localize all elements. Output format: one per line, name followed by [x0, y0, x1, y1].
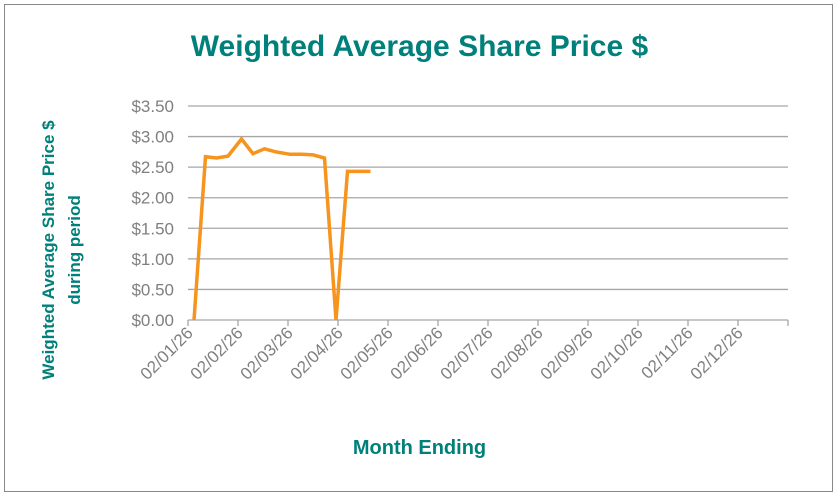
- y-tick-label: $1.50: [131, 219, 174, 238]
- x-tick-label: 02/05/26: [337, 323, 397, 383]
- x-tick-label: 02/01/26: [137, 323, 197, 383]
- y-tick-label: $3.50: [131, 97, 174, 116]
- x-axis-label: Month Ending: [352, 437, 487, 459]
- x-tick-label: 02/02/26: [187, 323, 247, 383]
- y-tick-label: $1.00: [131, 250, 174, 269]
- x-tick-label: 02/08/26: [487, 323, 547, 383]
- x-tick-label: 02/06/26: [387, 323, 447, 383]
- y-tick-label: $3.00: [131, 128, 174, 147]
- y-tick-label: $0.50: [131, 280, 174, 299]
- series-line: [192, 136, 371, 321]
- y-tick-label: $2.00: [131, 189, 174, 208]
- x-tick-label: 02/04/26: [287, 323, 347, 383]
- chart-frame: [4, 4, 833, 492]
- x-tick-label: 02/07/26: [437, 323, 497, 383]
- x-tick-label: 02/03/26: [237, 323, 297, 383]
- x-tick-label: 02/12/26: [687, 323, 747, 383]
- x-tick-label: 02/11/26: [637, 323, 696, 382]
- x-tick-label: 02/10/26: [587, 323, 647, 383]
- y-tick-label: $2.50: [131, 158, 174, 177]
- x-tick-label: 02/09/26: [537, 323, 597, 383]
- y-tick-label: $0.00: [131, 311, 174, 330]
- chart-title: Weighted Average Share Price $: [190, 30, 649, 63]
